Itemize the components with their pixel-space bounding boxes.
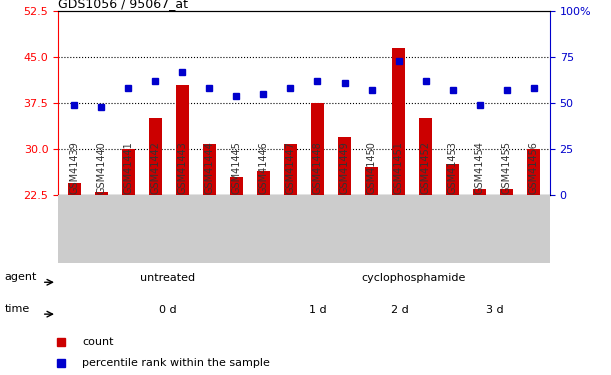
Text: time: time [5,304,30,314]
Bar [446,164,459,195]
Text: agent: agent [5,272,37,282]
Bar [527,149,541,195]
Bar [473,189,486,195]
Text: percentile rank within the sample: percentile rank within the sample [82,358,270,368]
Text: count: count [82,337,114,347]
Bar [175,85,189,195]
Bar [500,189,513,195]
Text: 3 d: 3 d [486,305,504,315]
Bar [284,144,297,195]
Bar [338,137,351,195]
Bar [95,192,108,195]
Text: 2 d: 2 d [391,305,409,315]
Text: 0 d: 0 d [158,305,176,315]
Bar [67,183,81,195]
Bar [365,167,378,195]
Bar [311,103,324,195]
Bar [203,144,216,195]
Bar [392,48,405,195]
Text: cyclophosphamide: cyclophosphamide [361,273,466,284]
Bar [419,118,433,195]
Bar [257,171,270,195]
Bar [230,177,243,195]
Bar [122,149,135,195]
Text: 1 d: 1 d [309,305,326,315]
Bar [148,118,162,195]
Text: untreated: untreated [140,273,195,284]
Text: GDS1056 / 95067_at: GDS1056 / 95067_at [58,0,188,10]
